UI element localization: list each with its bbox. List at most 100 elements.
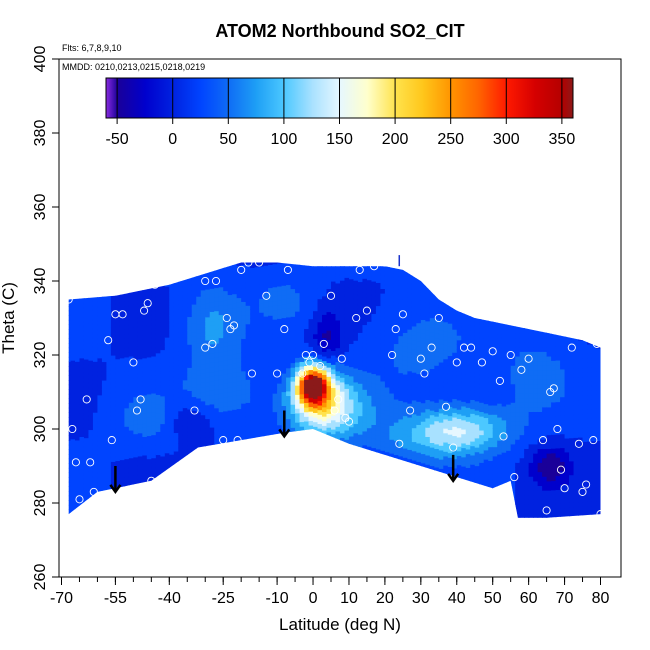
heat-cell [196,300,202,307]
heat-cell [70,313,76,320]
heat-cell [218,328,224,334]
heat-cell [501,433,507,439]
heat-cell [277,336,283,343]
heat-cell [83,395,90,402]
heat-cell [227,340,233,346]
heat-cell [227,363,233,370]
heat-cell [304,388,310,394]
heat-cell [483,431,489,437]
heat-cell [591,417,597,423]
heat-cell [515,429,521,436]
heat-cell [178,387,184,393]
heat-cell [62,394,67,399]
heat-cell [254,423,260,430]
heat-cell [317,275,323,281]
heat-cell [191,424,197,430]
heat-cell [241,255,246,260]
heat-cell [375,314,382,320]
heat-cell [322,332,328,339]
heat-cell [591,399,597,405]
heat-cell [317,418,323,425]
heat-cell [101,412,108,418]
heat-cell [326,380,332,387]
heat-cell [164,364,170,371]
heat-cell [510,429,516,436]
heat-cell [182,458,188,464]
heat-cell [353,423,359,429]
heat-cell [237,256,242,261]
heat-cell [250,355,256,361]
heat-cell [83,432,90,439]
heat-cell [92,338,99,344]
heat-cell [155,385,161,391]
heat-cell [241,310,247,316]
heat-cell [290,390,296,396]
heat-cell [272,291,278,297]
heat-cell [411,353,417,359]
heat-cell [501,470,507,476]
heat-cell [142,464,148,470]
heat-cell [375,300,382,307]
heat-cell [524,365,530,371]
heat-cell [191,433,197,439]
heat-cell [353,330,359,337]
heat-cell [182,356,188,362]
heat-cell [461,355,467,361]
heat-cell [587,491,593,498]
heat-cell [214,426,220,432]
heat-cell [335,370,341,376]
heat-cell [70,336,76,343]
heat-cell [537,392,543,399]
heat-cell [133,318,139,324]
heat-cell [232,372,238,378]
heat-cell [254,266,260,272]
heat-cell [465,425,471,431]
heat-cell [304,365,310,371]
heat-cell [357,415,364,421]
heat-cell [133,433,139,439]
heat-cell [362,361,368,367]
heat-cell [151,476,157,482]
heat-cell [357,295,364,301]
heat-cell [380,306,386,313]
heat-cell [528,416,534,422]
heat-cell [101,315,108,321]
heat-cell [560,327,566,333]
heat-cell [137,303,143,309]
heat-cell [187,334,193,341]
heat-cell [196,347,202,353]
heat-cell [62,454,67,459]
heat-cell [528,402,534,408]
heat-cell [317,317,323,323]
heat-cell [443,460,449,466]
heat-cell [510,476,516,482]
heat-cell [281,294,287,300]
heat-cell [187,381,193,387]
heat-cell [497,366,503,372]
heat-cell [528,411,534,417]
heat-cell [443,377,449,383]
heat-cell [106,337,112,343]
heat-cell [88,397,94,403]
heat-cell [223,350,229,356]
heat-cell [74,509,81,515]
heat-cell [133,313,139,319]
heat-cell [241,282,247,289]
heat-cell [326,404,332,410]
heat-cell [254,312,260,319]
heat-cell [245,300,251,306]
heat-cell [254,303,260,309]
heat-cell [371,341,377,347]
heat-cell [164,304,170,310]
heat-cell [218,291,224,297]
heat-cell [519,374,525,380]
heat-cell [587,431,593,437]
heat-cell [236,334,242,340]
heat-cell [151,434,157,440]
heat-cell [236,274,242,280]
heat-cell [70,410,76,417]
heat-cell [366,362,373,369]
heat-cell [151,365,157,371]
heat-cell [290,311,296,317]
heat-cell [254,382,260,388]
